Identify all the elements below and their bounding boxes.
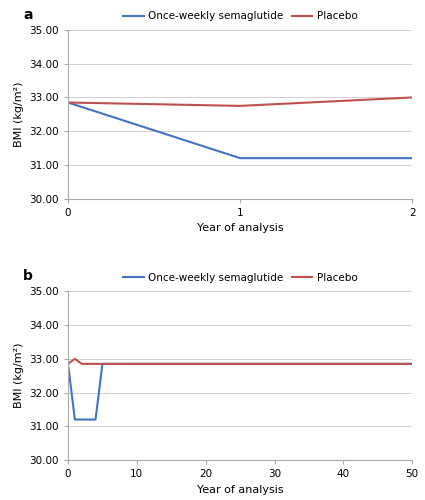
Once-weekly semaglutide: [410, 361, 415, 367]
Text: a: a: [23, 8, 33, 22]
Line: Once-weekly semaglutide: Once-weekly semaglutide: [68, 364, 412, 420]
Once-weekly semaglutide: [79, 416, 84, 422]
Line: Once-weekly semaglutide: Once-weekly semaglutide: [68, 102, 412, 158]
Placebo: [65, 361, 71, 367]
Placebo: [79, 361, 84, 367]
Placebo: [93, 361, 98, 367]
Y-axis label: BMI (kg/m²): BMI (kg/m²): [14, 82, 24, 147]
Once-weekly semaglutide: [86, 416, 91, 422]
Placebo: [86, 361, 91, 367]
Once-weekly semaglutide: [65, 361, 71, 367]
Placebo: [238, 103, 243, 109]
Once-weekly semaglutide: [238, 155, 243, 161]
X-axis label: Year of analysis: Year of analysis: [197, 484, 283, 494]
Legend: Once-weekly semaglutide, Placebo: Once-weekly semaglutide, Placebo: [123, 273, 357, 283]
Placebo: [410, 94, 415, 100]
Y-axis label: BMI (kg/m²): BMI (kg/m²): [14, 343, 24, 408]
Placebo: [65, 100, 71, 105]
Placebo: [72, 356, 77, 362]
Line: Placebo: Placebo: [68, 359, 412, 364]
Once-weekly semaglutide: [72, 416, 77, 422]
Text: b: b: [23, 270, 33, 283]
X-axis label: Year of analysis: Year of analysis: [197, 223, 283, 233]
Once-weekly semaglutide: [93, 416, 98, 422]
Legend: Once-weekly semaglutide, Placebo: Once-weekly semaglutide, Placebo: [123, 12, 357, 22]
Once-weekly semaglutide: [100, 361, 105, 367]
Line: Placebo: Placebo: [68, 98, 412, 106]
Once-weekly semaglutide: [410, 155, 415, 161]
Placebo: [410, 361, 415, 367]
Once-weekly semaglutide: [65, 100, 71, 105]
